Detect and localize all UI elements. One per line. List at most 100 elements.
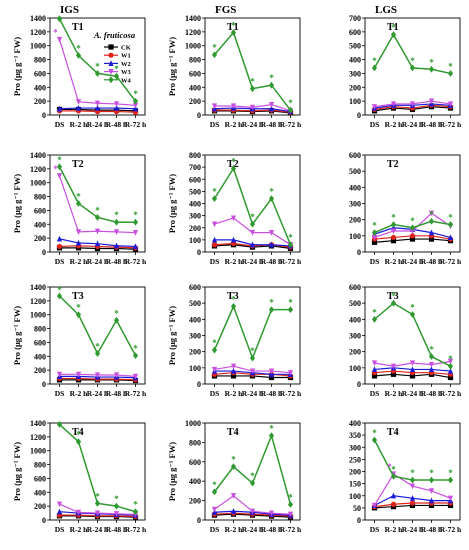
significance-asterisk: * [231, 21, 236, 31]
chart-panel-fgs-t3: 0 100 200 300 400 500 600 DS R-2 h R-24 hR-48 hR-… [167, 283, 302, 398]
point-w4 [75, 311, 82, 319]
significance-asterisk: * [288, 298, 293, 308]
x-tick-label: DS [55, 257, 65, 266]
point-w4 [428, 476, 435, 484]
point-w3 [211, 103, 218, 110]
point-w1 [390, 234, 397, 241]
point-w4 [113, 316, 120, 324]
significance-asterisk: * [387, 462, 392, 472]
significance-asterisk: * [391, 464, 396, 474]
x-tick-label: R-48 h [421, 525, 443, 534]
y-tick-label: 0 [197, 380, 201, 389]
significance-asterisk: * [429, 57, 434, 67]
point-w3 [211, 221, 218, 228]
point-w4 [113, 502, 120, 510]
point-w4 [132, 218, 139, 226]
point-w3 [56, 371, 63, 378]
significance-asterisk: * [53, 27, 58, 37]
significance-asterisk: * [212, 43, 217, 53]
y-tick-label: 800 [34, 193, 46, 202]
point-w2 [113, 104, 120, 111]
significance-asterisk: * [250, 471, 255, 481]
point-ck [390, 238, 397, 244]
significance-asterisk: * [231, 294, 236, 304]
y-tick-label: 700 [349, 14, 361, 23]
x-tick-label: R-24 h [242, 525, 264, 534]
point-w4 [371, 229, 378, 236]
x-tick-label: DS [210, 120, 220, 129]
y-tick-label: 350 [349, 431, 361, 440]
point-w3 [56, 501, 63, 508]
x-tick-label: R-72 h [440, 389, 462, 398]
point-w4 [211, 51, 218, 59]
significance-asterisk: * [448, 61, 453, 71]
x-tick-label: DS [370, 120, 380, 129]
point-w4 [390, 221, 397, 228]
point-w4 [230, 303, 237, 310]
x-tick-label: R-2 h [70, 120, 89, 129]
x-tick-label: R-2 h [70, 389, 89, 398]
point-w4 [94, 213, 101, 221]
point-w2 [230, 508, 237, 514]
point-w3 [447, 358, 454, 365]
point-w3 [230, 363, 237, 370]
point-w4 [132, 97, 139, 105]
x-tick-label: R-72 h [440, 525, 462, 534]
point-w3 [132, 373, 139, 380]
point-w4 [249, 354, 256, 362]
point-w4 [75, 438, 82, 446]
point-w4 [390, 31, 397, 39]
point-w3 [230, 215, 237, 222]
y-tick-label: 100 [189, 364, 201, 373]
point-w3 [211, 366, 218, 373]
y-tick-label: 800 [189, 438, 201, 447]
significance-asterisk: * [231, 156, 236, 166]
point-ck [409, 373, 416, 379]
point-w3 [113, 372, 120, 379]
x-tick-label: R-48 h [261, 525, 283, 534]
y-tick-label: 1200 [30, 28, 46, 37]
significance-asterisk: * [269, 424, 274, 434]
y-tick-label: 100 [189, 236, 201, 245]
point-w4 [409, 476, 416, 484]
significance-asterisk: * [288, 233, 293, 243]
panel-title: T4 [227, 427, 239, 438]
chart-panel-lgs-t2: 0 100 200 300 400 500 600 DS R-2 h R-24 hR-48 hR-… [349, 151, 462, 266]
point-w1 [211, 242, 218, 248]
y-tick-label: 300 [349, 200, 361, 209]
point-w3 [56, 173, 63, 179]
x-tick-label: R-48 h [106, 257, 128, 266]
y-tick-label: 400 [189, 477, 201, 486]
y-tick-label: 300 [189, 212, 201, 221]
y-tick-label: 300 [349, 443, 361, 452]
panel-title: T1 [72, 22, 84, 33]
x-tick-label: DS [55, 525, 65, 534]
x-tick-label: R-72 h [280, 257, 302, 266]
y-tick-label: 1000 [30, 179, 46, 188]
panel-title: T4 [387, 427, 399, 438]
point-w4 [249, 220, 256, 228]
point-w3 [132, 230, 139, 236]
chart-panel-lgs-t4: 0 50 100 150 200 250 300 350 400 DS R-2 h R-24 hR-4… [349, 419, 462, 534]
point-w3 [390, 228, 397, 235]
point-w2 [268, 105, 275, 112]
legend-label-w2: W2 [121, 61, 131, 68]
point-w2 [409, 366, 416, 373]
x-tick-label: R-48 h [421, 389, 443, 398]
point-w3 [211, 506, 218, 513]
series-line-w3 [58, 175, 136, 234]
y-tick-label: 800 [189, 56, 201, 65]
y-tick-label: 0 [42, 111, 46, 120]
point-w2 [94, 240, 101, 247]
significance-asterisk: * [95, 491, 100, 501]
y-tick-label: 800 [34, 461, 46, 470]
point-w4 [287, 501, 294, 508]
point-w2 [268, 241, 275, 248]
y-axis-label: Pro (μg g⁻¹ FW) [167, 174, 177, 233]
significance-asterisk: * [269, 298, 274, 308]
